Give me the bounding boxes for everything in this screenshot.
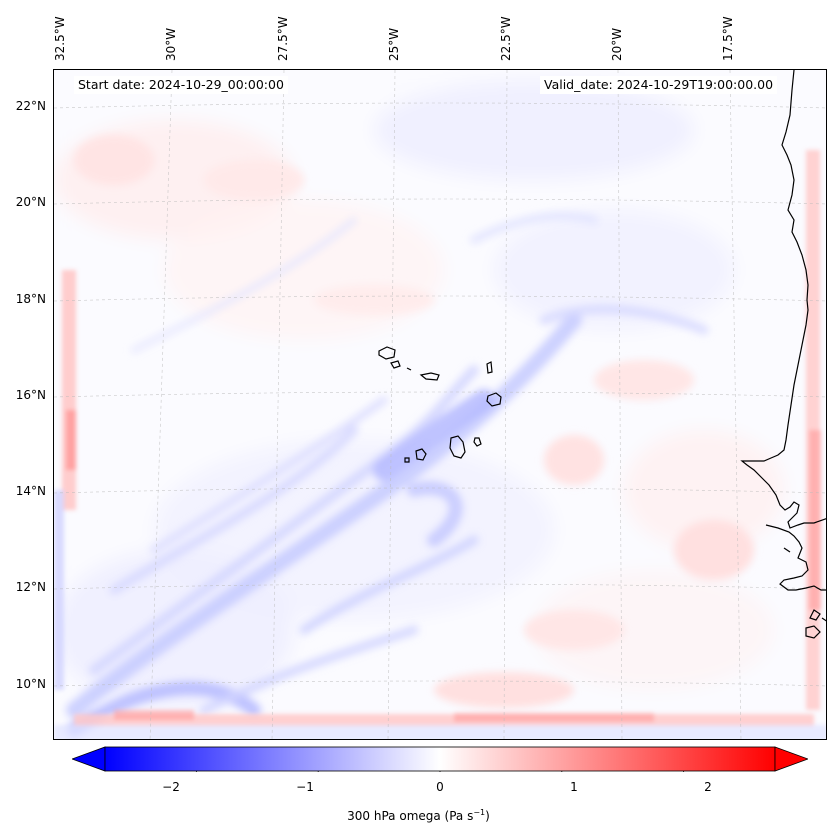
lon-tick-label: 17.5°W (721, 16, 735, 61)
colorbar-label: 300 hPa omega (Pa s−1) (0, 808, 837, 823)
colorbar-tick-label: 2 (704, 780, 712, 794)
island-maio (473, 437, 482, 447)
island-sao-vicente (390, 360, 401, 369)
colorbar-label-main: 300 hPa omega (Pa s (347, 809, 474, 823)
colorbar-tick-label: 0 (436, 780, 444, 794)
lat-tick-label: 18°N (15, 292, 46, 306)
colorbar-extend-low (70, 746, 106, 772)
lat-tick-label: 12°N (15, 580, 46, 594)
colorbar-label-exponent: −1 (473, 808, 486, 817)
lat-tick-label: 16°N (15, 388, 46, 402)
valid-date-label: Valid_date: 2024-10-29T19:00:00.00 (540, 76, 778, 94)
colorbar-tick-label: −1 (296, 780, 314, 794)
colorbar-gradient (104, 746, 776, 772)
lat-tick-label: 22°N (15, 99, 46, 113)
island-sal (486, 361, 493, 374)
lon-tick-label: 25°W (387, 27, 401, 61)
lon-tick-label: 20°W (610, 27, 624, 61)
island-boa-vista (486, 392, 502, 407)
colorbar (70, 746, 810, 774)
lon-tick-label: 27.5°W (276, 16, 290, 61)
island-brava (404, 457, 410, 463)
ascent-bands (66, 212, 709, 737)
cape-verde-islands (378, 346, 502, 463)
colorbar-tick-label: −2 (162, 780, 180, 794)
colorbar-graphic (70, 746, 810, 774)
island-sao-nicolau (419, 372, 440, 381)
lon-tick-label: 30°W (164, 27, 178, 61)
lat-tick-label: 14°N (15, 484, 46, 498)
colorbar-tick-label: 1 (570, 780, 578, 794)
island-santa-luzia (406, 367, 412, 371)
lat-tick-label: 20°N (15, 195, 46, 209)
start-date-label: Start date: 2024-10-29_00:00:00 (74, 76, 288, 94)
lon-tick-label: 22.5°W (499, 16, 513, 61)
boundary-artifacts (54, 150, 826, 739)
map-panel[interactable] (53, 69, 827, 740)
colorbar-extend-high (774, 746, 810, 772)
gridlines (54, 70, 826, 739)
lon-tick-label: 32.5°W (53, 16, 67, 61)
colorbar-label-close: ) (485, 809, 490, 823)
island-santo-antao (378, 346, 396, 360)
island-fogo (415, 448, 427, 461)
omega-field-map (54, 70, 826, 739)
colorbar-ticks: −2 −1 0 1 2 (0, 774, 837, 814)
island-santiago (449, 435, 466, 459)
africa-coastline (740, 70, 826, 639)
lat-tick-label: 10°N (15, 677, 46, 691)
